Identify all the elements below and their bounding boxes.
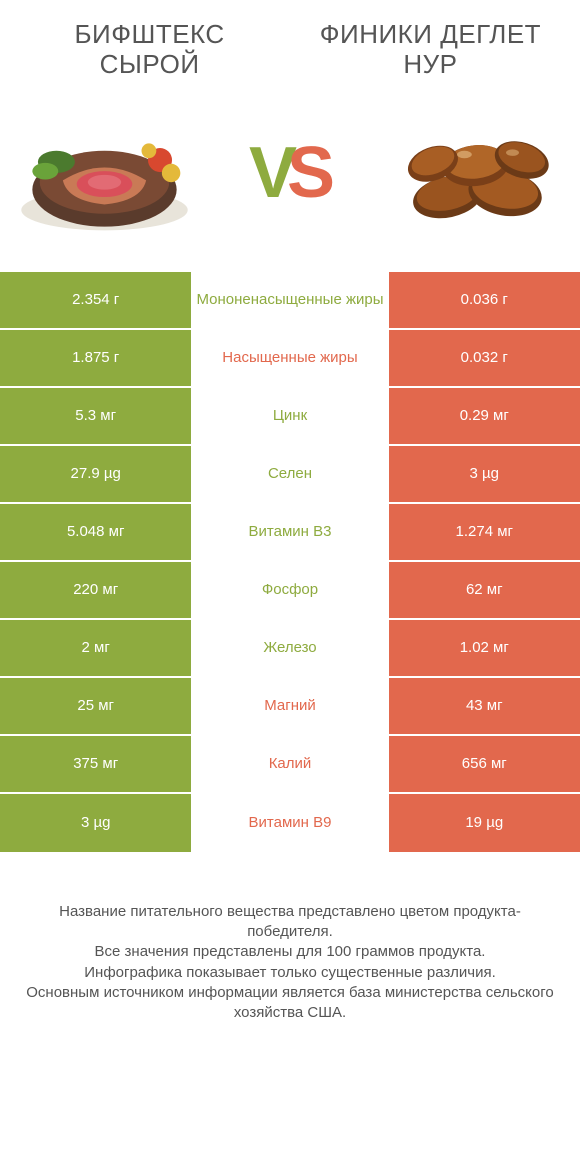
table-row: 220 мгФосфор62 мг: [0, 562, 580, 620]
table-row: 375 мгКалий656 мг: [0, 736, 580, 794]
cell-right-value: 3 µg: [389, 446, 580, 502]
cell-right-value: 0.29 мг: [389, 388, 580, 444]
cell-left-value: 2.354 г: [0, 272, 191, 328]
cell-nutrient-label: Цинк: [191, 388, 388, 444]
cell-right-value: 656 мг: [389, 736, 580, 792]
footer-line: Основным источником информации является …: [20, 983, 560, 1024]
cell-left-value: 1.875 г: [0, 330, 191, 386]
cell-right-value: 0.032 г: [389, 330, 580, 386]
cell-left-value: 27.9 µg: [0, 446, 191, 502]
cell-nutrient-label: Железо: [191, 620, 388, 676]
cell-nutrient-label: Витамин B3: [191, 504, 388, 560]
cell-left-value: 5.3 мг: [0, 388, 191, 444]
footer-notes: Название питательного вещества представл…: [0, 852, 580, 1044]
header: Бифштекс сырой Финики деглет нур: [0, 0, 580, 90]
vs-s: S: [287, 132, 331, 214]
cell-left-value: 25 мг: [0, 678, 191, 734]
cell-left-value: 5.048 мг: [0, 504, 191, 560]
title-right: Финики деглет нур: [311, 20, 550, 80]
cell-nutrient-label: Магний: [191, 678, 388, 734]
table-row: 1.875 гНасыщенные жиры0.032 г: [0, 330, 580, 388]
steak-image: [12, 108, 197, 238]
cell-left-value: 220 мг: [0, 562, 191, 618]
cell-right-value: 1.274 мг: [389, 504, 580, 560]
dates-image: [383, 108, 568, 238]
cell-right-value: 1.02 мг: [389, 620, 580, 676]
footer-line: Все значения представлены для 100 граммо…: [20, 942, 560, 962]
hero-row: V S: [0, 90, 580, 272]
table-row: 5.3 мгЦинк0.29 мг: [0, 388, 580, 446]
cell-nutrient-label: Селен: [191, 446, 388, 502]
footer-line: Инфографика показывает только существенн…: [20, 963, 560, 983]
cell-nutrient-label: Насыщенные жиры: [191, 330, 388, 386]
table-row: 2.354 гМононенасыщенные жиры0.036 г: [0, 272, 580, 330]
cell-left-value: 375 мг: [0, 736, 191, 792]
cell-nutrient-label: Фосфор: [191, 562, 388, 618]
table-row: 25 мгМагний43 мг: [0, 678, 580, 736]
table-row: 3 µgВитамин B919 µg: [0, 794, 580, 852]
cell-left-value: 3 µg: [0, 794, 191, 852]
cell-left-value: 2 мг: [0, 620, 191, 676]
cell-right-value: 19 µg: [389, 794, 580, 852]
title-left: Бифштекс сырой: [30, 20, 269, 80]
table-row: 5.048 мгВитамин B31.274 мг: [0, 504, 580, 562]
vs-label: V S: [249, 132, 331, 214]
cell-right-value: 62 мг: [389, 562, 580, 618]
comparison-table: 2.354 гМононенасыщенные жиры0.036 г1.875…: [0, 272, 580, 852]
cell-nutrient-label: Мононенасыщенные жиры: [191, 272, 388, 328]
cell-nutrient-label: Витамин B9: [191, 794, 388, 852]
cell-right-value: 43 мг: [389, 678, 580, 734]
cell-right-value: 0.036 г: [389, 272, 580, 328]
footer-line: Название питательного вещества представл…: [20, 902, 560, 943]
table-row: 2 мгЖелезо1.02 мг: [0, 620, 580, 678]
table-row: 27.9 µgСелен3 µg: [0, 446, 580, 504]
cell-nutrient-label: Калий: [191, 736, 388, 792]
